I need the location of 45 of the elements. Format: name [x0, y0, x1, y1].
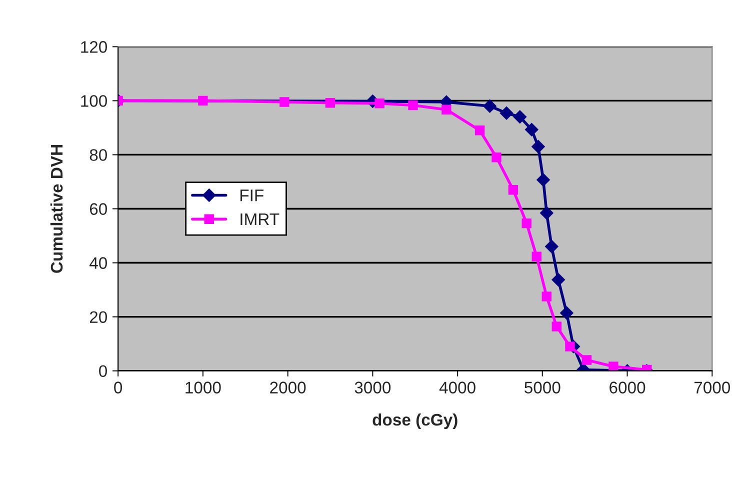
point: [474, 126, 485, 136]
legend-label: IMRT: [240, 214, 280, 225]
point: [552, 322, 562, 332]
point: [525, 123, 538, 136]
point: [408, 100, 418, 110]
x-axis-title: dose (cGy): [372, 413, 458, 429]
point: [325, 98, 336, 108]
y-tick-label: 60: [90, 203, 107, 215]
point: [552, 273, 565, 286]
point: [508, 184, 518, 195]
y-axis-title: Cumulative DVH: [50, 145, 63, 273]
point: [442, 104, 452, 114]
point: [565, 342, 575, 352]
point: [608, 362, 618, 371]
point: [500, 106, 514, 120]
point: [542, 292, 552, 302]
x-tick-label: 3000: [354, 382, 391, 394]
point: [374, 98, 384, 108]
y-tick-label: 100: [81, 95, 107, 107]
point: [492, 152, 502, 162]
x-tick-label: 7000: [694, 382, 730, 394]
point: [532, 140, 545, 154]
y-tick-label: 0: [99, 365, 107, 378]
y-tick-label: 80: [90, 149, 107, 161]
point: [532, 252, 542, 262]
point: [198, 96, 208, 106]
legend-label: FIF: [240, 190, 264, 202]
x-tick-label: 0: [114, 382, 122, 394]
x-tick-label: 6000: [610, 382, 646, 394]
point: [582, 355, 592, 365]
x-tick-label: 5000: [524, 382, 560, 394]
point: [483, 100, 496, 113]
point: [560, 306, 574, 320]
y-tick-label: 40: [89, 257, 107, 269]
point: [522, 218, 532, 228]
x-tick-label: 2000: [270, 382, 306, 394]
y-tick-label: 120: [81, 41, 107, 53]
y-tick-label: 20: [90, 311, 107, 323]
x-tick-label: 4000: [439, 382, 476, 394]
x-tick-label: 1000: [186, 382, 221, 394]
point: [513, 110, 527, 124]
point: [545, 240, 558, 254]
point: [536, 173, 550, 186]
point: [280, 97, 290, 107]
point: [540, 206, 554, 220]
